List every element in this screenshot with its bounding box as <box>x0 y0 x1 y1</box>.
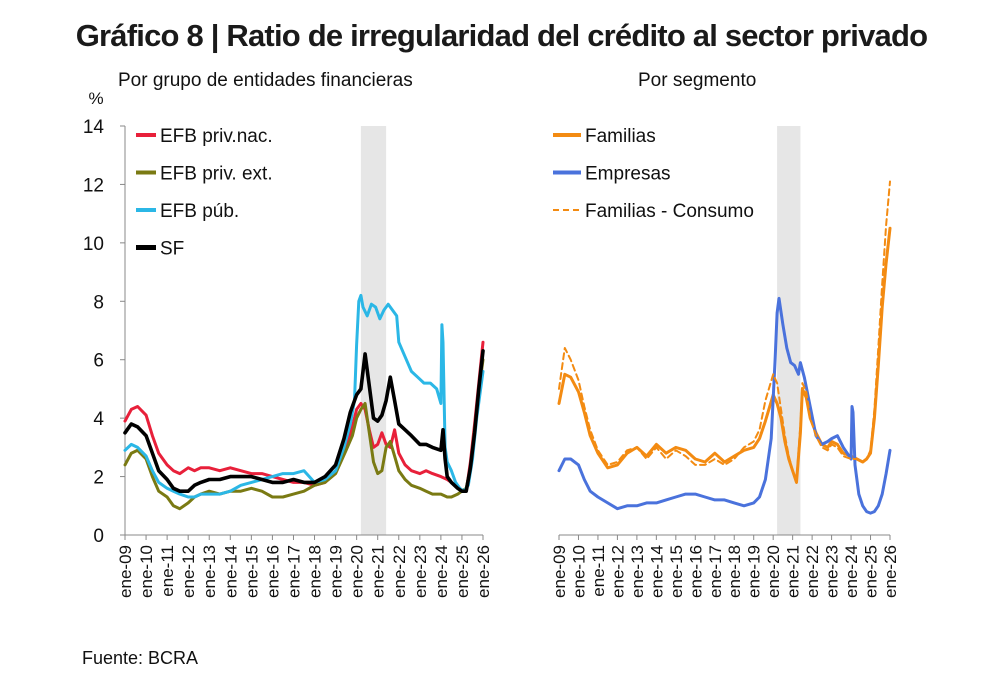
y-tick-label: 10 <box>83 234 104 255</box>
x-tick-label: ene-11 <box>158 545 177 597</box>
x-tick-label: ene-22 <box>390 545 409 598</box>
x-tick-label: ene-25 <box>453 545 472 598</box>
legend-label: Familias <box>585 126 656 147</box>
series-line-efb-priv-ext- <box>123 358 485 511</box>
x-tick-label: ene-18 <box>725 545 744 598</box>
x-tick-label: ene-21 <box>369 545 388 598</box>
y-axis-unit-label: % <box>88 89 103 108</box>
series-line-sf <box>123 349 485 494</box>
source-note: Fuente: BCRA <box>82 648 199 668</box>
x-tick-label: ene-09 <box>116 545 135 598</box>
x-tick-label: ene-19 <box>745 545 764 598</box>
x-tick-label: ene-22 <box>803 545 822 598</box>
legend-label: EFB púb. <box>160 201 239 222</box>
x-tick-label: ene-17 <box>706 545 725 598</box>
chart-title: Gráfico 8 | Ratio de irregularidad del c… <box>75 18 928 53</box>
chart-right: ene-09 ene-10 ene-11 ene-12 ene-13 ene-14 ene-… <box>550 126 900 598</box>
series-line-familias-consumo <box>558 180 891 481</box>
x-tick-label: ene-20 <box>348 545 367 598</box>
x-tick-label: ene-24 <box>432 545 451 598</box>
x-tick-label: ene-15 <box>667 545 686 598</box>
x-tick-label: ene-12 <box>608 545 627 598</box>
y-tick-label: 14 <box>83 117 105 138</box>
x-tick-label: ene-16 <box>686 545 705 598</box>
series-line-efb-priv-nac- <box>123 340 485 493</box>
right-chart-subtitle: Por segmento <box>638 70 757 91</box>
x-tick-label: ene-20 <box>764 545 783 598</box>
x-tick-label: ene-11 <box>589 545 608 597</box>
x-tick-label: ene-25 <box>862 545 881 598</box>
x-tick-label: ene-26 <box>881 545 900 598</box>
x-tick-label: ene-21 <box>784 545 803 598</box>
x-tick-label: ene-14 <box>221 545 240 598</box>
series-line-empresas <box>557 296 892 515</box>
x-tick-label: ene-26 <box>474 545 493 598</box>
legend-label: EFB priv. ext. <box>160 164 273 185</box>
y-tick-label: 12 <box>83 175 104 196</box>
x-tick-label: ene-10 <box>137 545 156 598</box>
left-chart-subtitle: Por grupo de entidades financieras <box>118 70 413 91</box>
legend-label: EFB priv.nac. <box>160 126 273 147</box>
x-tick-label: ene-09 <box>550 545 569 598</box>
legend-label: SF <box>160 239 184 260</box>
x-tick-label: ene-19 <box>327 545 346 598</box>
x-tick-label: ene-23 <box>823 545 842 598</box>
y-tick-label: 0 <box>93 526 104 547</box>
series-line-efb-p-b- <box>123 293 485 499</box>
x-tick-label: ene-10 <box>569 545 588 598</box>
y-tick-label: 2 <box>93 468 104 489</box>
x-tick-label: ene-14 <box>647 545 666 598</box>
x-tick-label: ene-16 <box>263 545 282 598</box>
legend-label: Familias - Consumo <box>585 201 754 222</box>
y-tick-label: 6 <box>93 351 104 372</box>
x-tick-label: ene-23 <box>411 545 430 598</box>
y-tick-label: 4 <box>93 409 104 430</box>
x-tick-label: ene-13 <box>200 545 219 598</box>
shaded-period <box>360 126 387 535</box>
y-tick-label: 8 <box>93 292 104 313</box>
x-tick-label: ene-24 <box>842 545 861 598</box>
x-tick-label: ene-12 <box>179 545 198 598</box>
x-tick-label: ene-15 <box>242 545 261 598</box>
x-tick-label: ene-18 <box>306 545 325 598</box>
x-tick-label: ene-13 <box>628 545 647 598</box>
x-tick-label: ene-17 <box>284 545 303 598</box>
legend-label: Empresas <box>585 164 671 185</box>
